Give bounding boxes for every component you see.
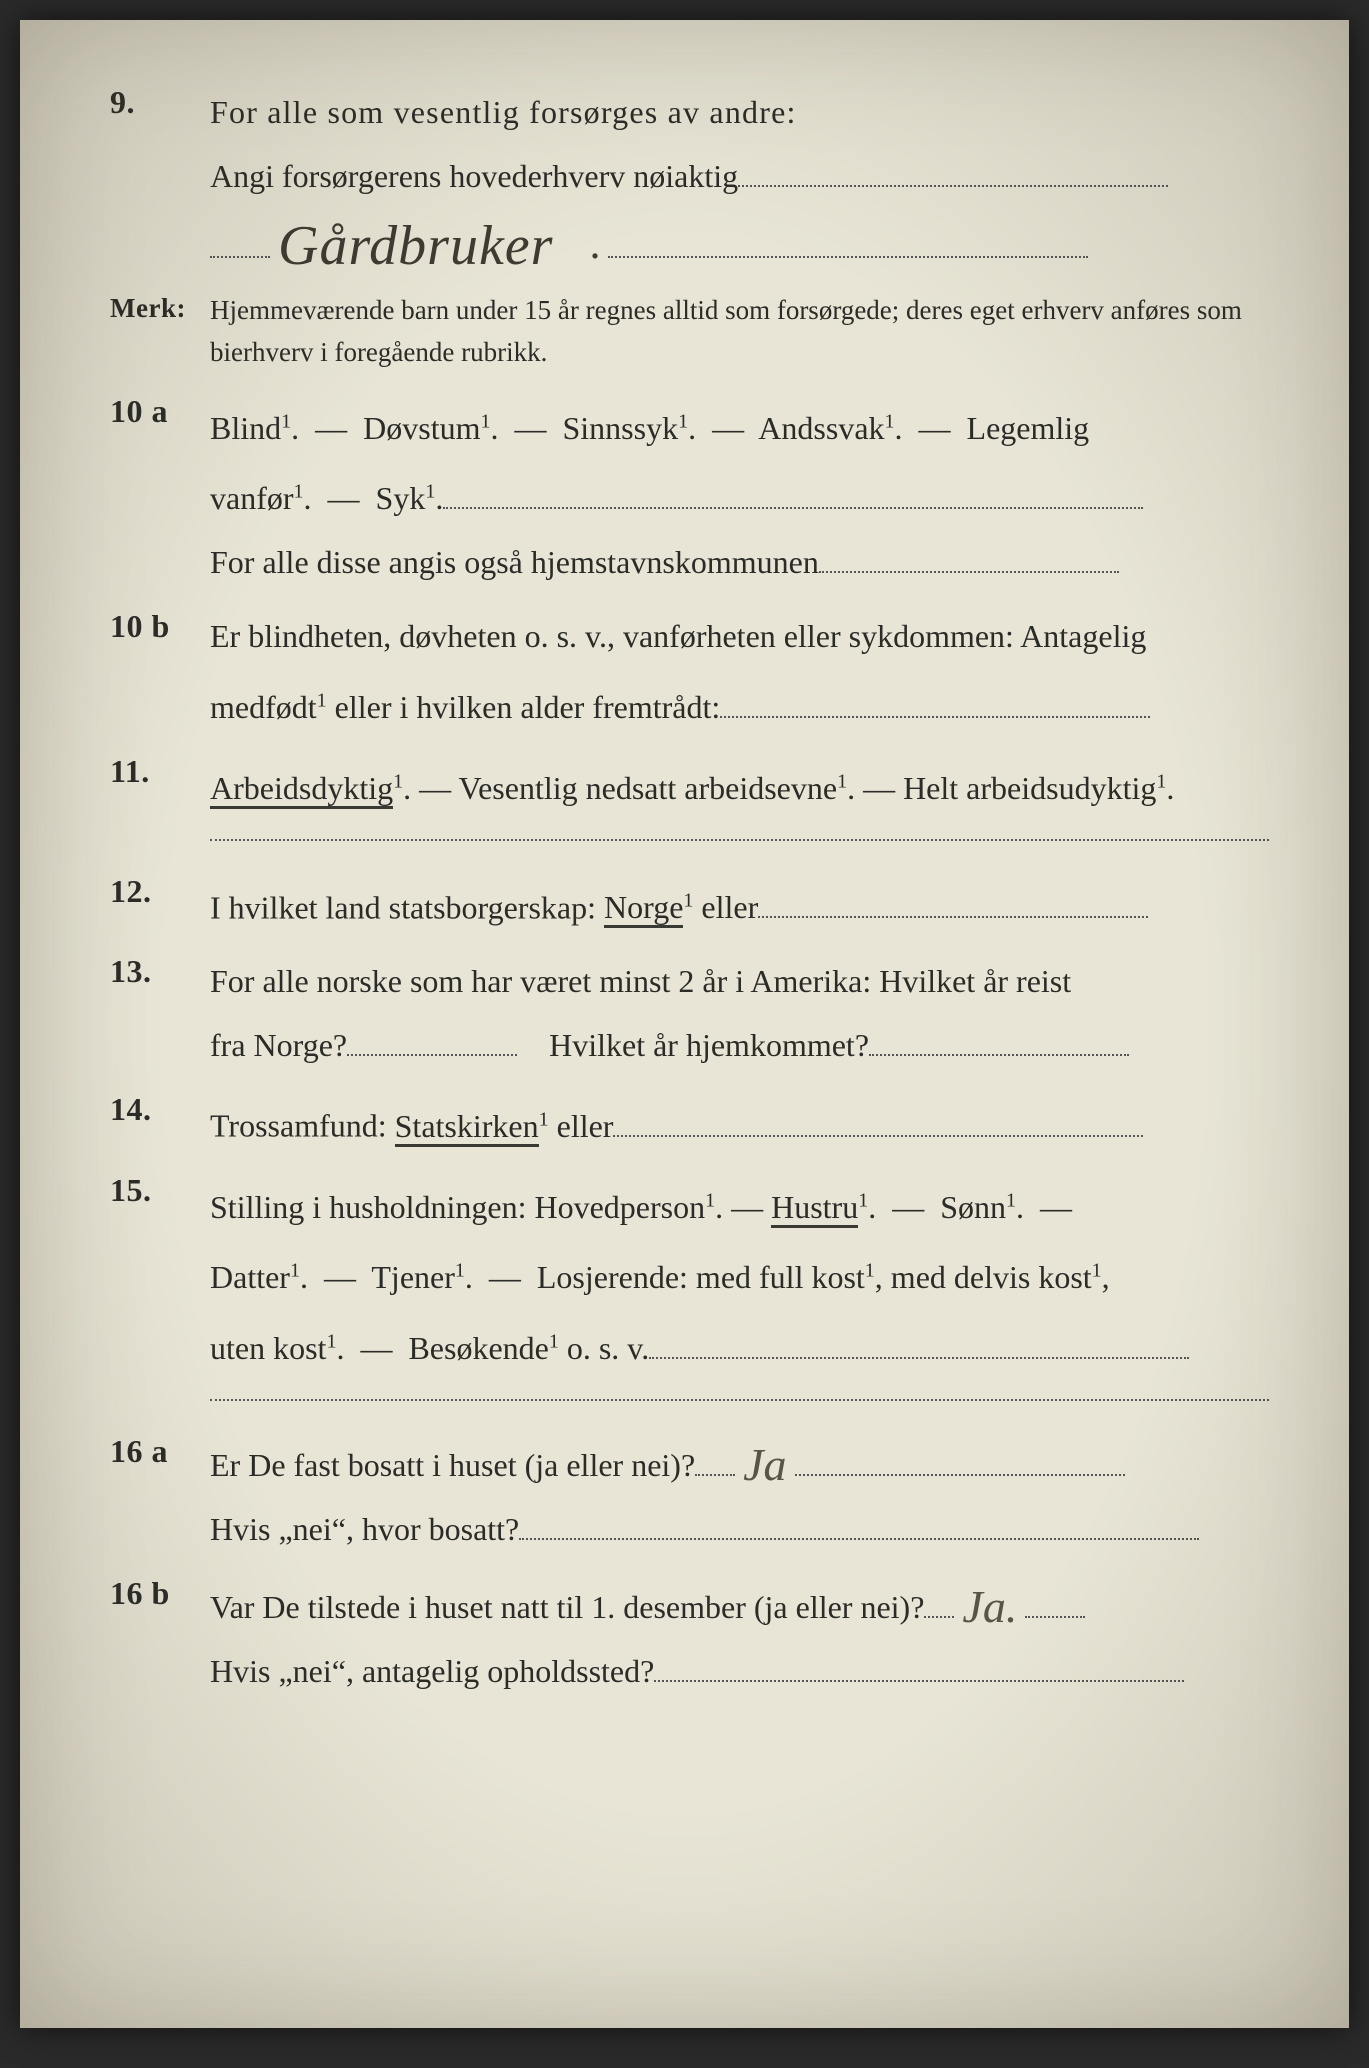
question-14: 14. Trossamfund: Statskirken1 eller xyxy=(110,1087,1269,1158)
q10a-line2: vanfør1. — Syk1. xyxy=(210,480,443,516)
q11-rest: 1. — Vesentlig nedsatt arbeidsevne1. — H… xyxy=(393,770,1174,806)
fill-line xyxy=(795,1445,1125,1476)
merk-text: Hjemmeværende barn under 15 år regnes al… xyxy=(210,289,1269,373)
q13-body: For alle norske som har været minst 2 år… xyxy=(210,949,1269,1077)
fill-line xyxy=(613,1106,1143,1137)
q14-body: Trossamfund: Statskirken1 eller xyxy=(210,1087,1269,1158)
fill-line xyxy=(869,1025,1129,1056)
q10b-line1: Er blindheten, døvheten o. s. v., vanfør… xyxy=(210,618,1146,654)
q10a-followup: For alle disse angis også hjemstavnskomm… xyxy=(210,544,819,580)
question-16b: 16 b Var De tilstede i huset natt til 1.… xyxy=(110,1571,1269,1703)
fill-line xyxy=(443,479,1143,510)
q15-line2: Datter1. — Tjener1. — Losjerende: med fu… xyxy=(210,1259,1110,1295)
q16a-answer-handwritten: Ja xyxy=(743,1433,786,1497)
q11-number: 11. xyxy=(110,749,210,790)
q15-line3: uten kost1. — Besøkende1 o. s. v. xyxy=(210,1330,649,1366)
question-15: 15. Stilling i husholdningen: Hovedperso… xyxy=(110,1168,1269,1380)
q16b-q: Var De tilstede i huset natt til 1. dese… xyxy=(210,1589,924,1625)
q14-post: 1 eller xyxy=(539,1108,614,1144)
q14-number: 14. xyxy=(110,1087,210,1128)
q16b-number: 16 b xyxy=(110,1571,210,1612)
merk-label: Merk: xyxy=(110,289,210,324)
question-13: 13. For alle norske som har været minst … xyxy=(110,949,1269,1077)
q9-number: 9. xyxy=(110,80,210,121)
fill-line xyxy=(210,227,270,258)
q14-pre: Trossamfund: xyxy=(210,1108,395,1144)
q9-answer-handwritten: Gårdbruker xyxy=(278,214,553,278)
q13-line1: For alle norske som har været minst 2 år… xyxy=(210,963,1071,999)
q10b-number: 10 b xyxy=(110,604,210,645)
q10a-number: 10 a xyxy=(110,389,210,430)
question-12: 12. I hvilket land statsborgerskap: Norg… xyxy=(110,869,1269,940)
fill-line xyxy=(819,543,1119,574)
question-16a: 16 a Er De fast bosatt i huset (ja eller… xyxy=(110,1429,1269,1561)
q16a-number: 16 a xyxy=(110,1429,210,1470)
fill-line xyxy=(1025,1587,1085,1618)
q12-post: 1 eller xyxy=(683,889,758,925)
separator-line xyxy=(210,838,1269,841)
q12-body: I hvilket land statsborgerskap: Norge1 e… xyxy=(210,869,1269,940)
q12-pre: I hvilket land statsborgerskap: xyxy=(210,889,604,925)
q15-number: 15. xyxy=(110,1168,210,1209)
q16a-followup: Hvis „nei“, hvor bosatt? xyxy=(210,1511,519,1547)
question-9: 9. For alle som vesentlig forsørges av a… xyxy=(110,80,1269,279)
q10a-body: Blind1. — Døvstum1. — Sinnssyk1. — Andss… xyxy=(210,389,1269,594)
q13-line2b: Hvilket år hjemkommet? xyxy=(549,1027,869,1063)
q14-underlined: Statskirken xyxy=(395,1108,539,1147)
census-form-page: 9. For alle som vesentlig forsørges av a… xyxy=(20,20,1349,2028)
q10b-body: Er blindheten, døvheten o. s. v., vanfør… xyxy=(210,604,1269,739)
q11-underlined: Arbeidsdyktig xyxy=(210,770,393,809)
fill-line xyxy=(347,1025,517,1056)
q16a-body: Er De fast bosatt i huset (ja eller nei)… xyxy=(210,1429,1269,1561)
q10b-line2: medfødt1 eller i hvilken alder fremtrådt… xyxy=(210,689,720,725)
q11-body: Arbeidsdyktig1. — Vesentlig nedsatt arbe… xyxy=(210,749,1269,820)
q15-line1-post: 1. — Sønn1. — xyxy=(858,1189,1072,1225)
q9-body: For alle som vesentlig forsørges av andr… xyxy=(210,80,1269,279)
fill-line xyxy=(649,1328,1189,1359)
fill-line xyxy=(738,156,1168,187)
form-content: 9. For alle som vesentlig forsørges av a… xyxy=(110,80,1269,2028)
q12-underlined: Norge xyxy=(604,889,683,928)
q16b-followup: Hvis „nei“, antagelig opholdssted? xyxy=(210,1653,654,1689)
q15-underlined: Hustru xyxy=(771,1189,858,1228)
merk-note: Merk: Hjemmeværende barn under 15 år reg… xyxy=(110,289,1269,373)
fill-line xyxy=(720,687,1150,718)
fill-line xyxy=(695,1445,735,1476)
q16b-body: Var De tilstede i huset natt til 1. dese… xyxy=(210,1571,1269,1703)
fill-line xyxy=(924,1587,954,1618)
question-10b: 10 b Er blindheten, døvheten o. s. v., v… xyxy=(110,604,1269,739)
fill-line xyxy=(608,227,1088,258)
q16b-answer-handwritten: Ja. xyxy=(962,1575,1017,1639)
separator-line xyxy=(210,1398,1269,1401)
q13-number: 13. xyxy=(110,949,210,990)
q15-body: Stilling i husholdningen: Hovedperson1. … xyxy=(210,1168,1269,1380)
q13-line2a: fra Norge? xyxy=(210,1027,347,1063)
fill-line xyxy=(519,1509,1199,1540)
q9-prompt: Angi forsørgerens hovederhverv nøiaktig xyxy=(210,158,738,194)
q9-heading: For alle som vesentlig forsørges av andr… xyxy=(210,94,797,130)
q12-number: 12. xyxy=(110,869,210,910)
fill-line xyxy=(654,1651,1184,1682)
q10a-line1: Blind1. — Døvstum1. — Sinnssyk1. — Andss… xyxy=(210,410,1089,446)
fill-line xyxy=(758,887,1148,918)
q15-line1: Stilling i husholdningen: Hovedperson1. … xyxy=(210,1189,771,1225)
question-10a: 10 a Blind1. — Døvstum1. — Sinnssyk1. — … xyxy=(110,389,1269,594)
q16a-q: Er De fast bosatt i huset (ja eller nei)… xyxy=(210,1447,695,1483)
question-11: 11. Arbeidsdyktig1. — Vesentlig nedsatt … xyxy=(110,749,1269,820)
